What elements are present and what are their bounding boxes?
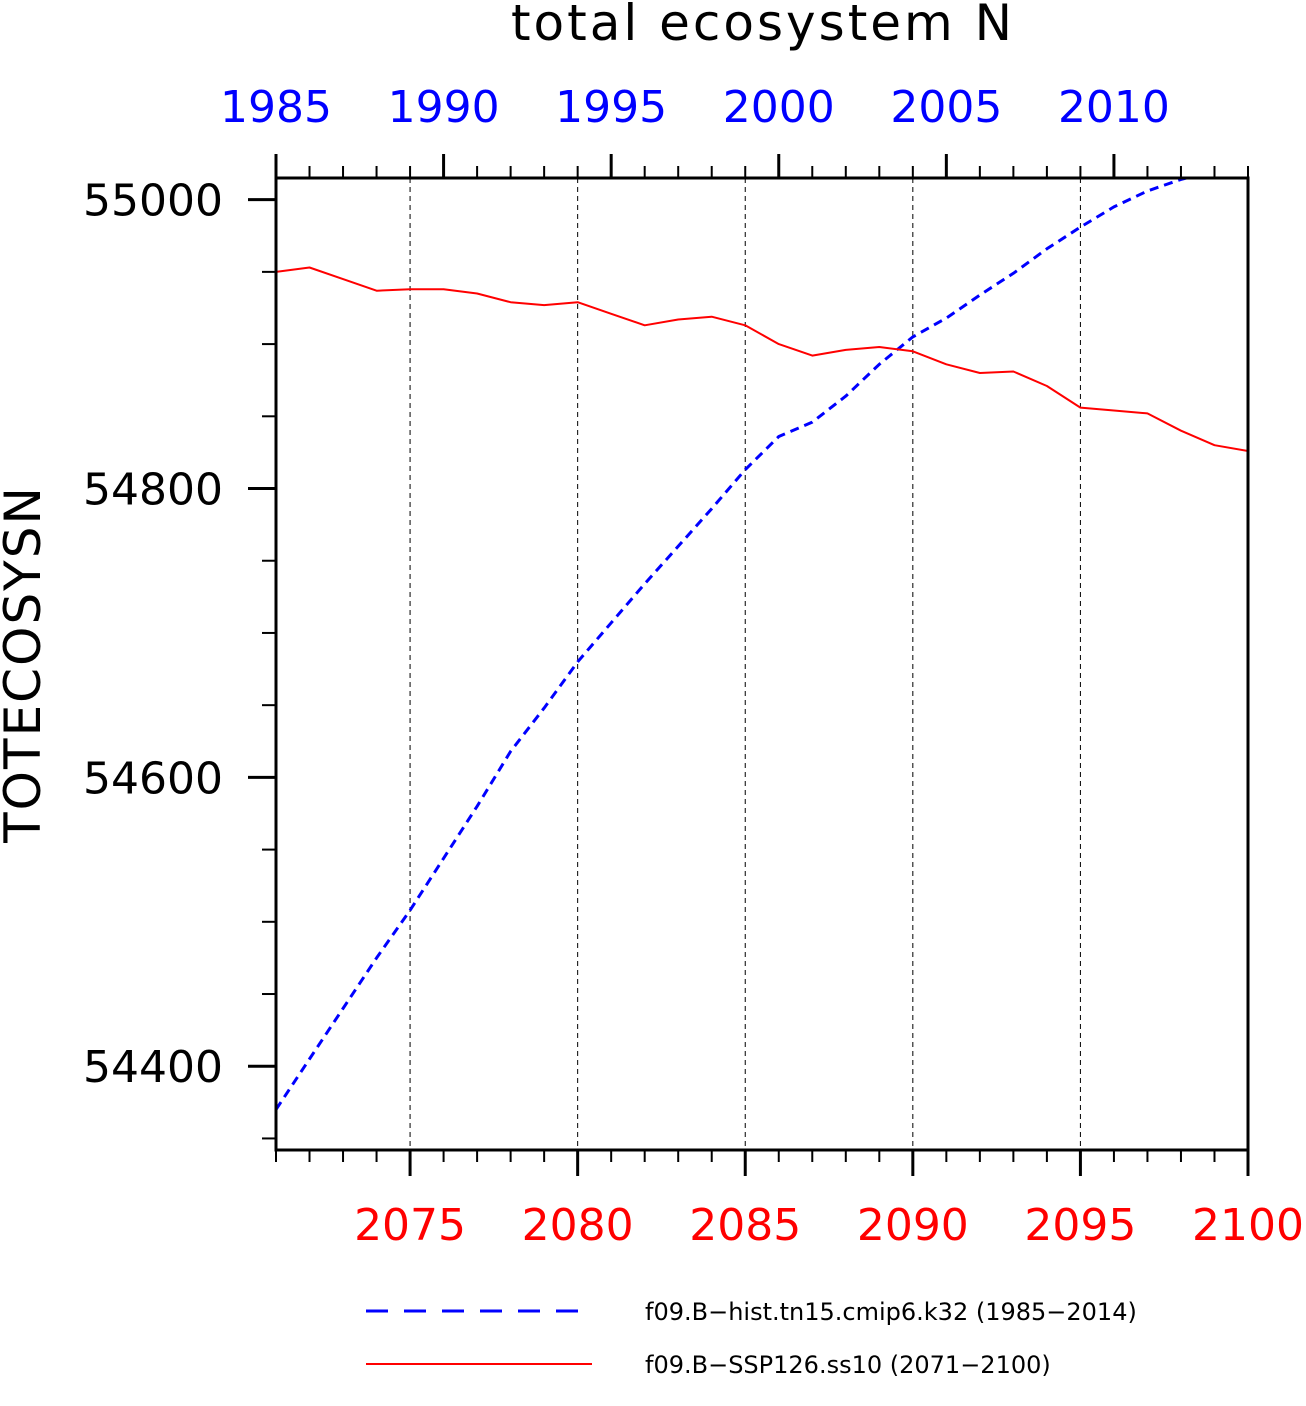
y-axis-label: TOTECOSYSN: [0, 485, 52, 844]
top-tick-label: 2010: [1058, 82, 1170, 133]
legend: f09.B−hist.tn15.cmip6.k32 (1985−2014) f0…: [366, 1298, 1137, 1379]
top-axis-ticks: [274, 154, 1249, 178]
series-line-1: [276, 266, 1248, 452]
bottom-tick-label: 2095: [1024, 1200, 1136, 1251]
top-tick-label: 2000: [723, 82, 835, 133]
plot-frame: [274, 176, 1250, 1152]
top-tick-label: 1990: [388, 82, 500, 133]
bottom-tick-label: 2080: [522, 1200, 634, 1251]
y-tick-label: 55000: [83, 176, 223, 227]
y-tick-label: 54800: [83, 465, 223, 516]
bottom-tick-label: 2075: [354, 1200, 466, 1251]
y-tick-label: 54600: [83, 753, 223, 804]
series-layer: [276, 178, 1248, 1111]
bottom-tick-label: 2090: [857, 1200, 969, 1251]
grid-lines: [409, 178, 1081, 1150]
bottom-axis-ticks: [275, 1150, 1250, 1176]
bottom-tick-label: 2100: [1192, 1200, 1304, 1251]
top-tick-label: 2005: [890, 82, 1002, 133]
y-axis-ticks: [248, 198, 276, 1140]
series-line-0: [276, 178, 1193, 1111]
bottom-tick-label: 2085: [689, 1200, 801, 1251]
top-tick-label: 1995: [555, 82, 667, 133]
bottom-axis-tick-labels: 2075 2080 2085 2090 2095 2100: [354, 1200, 1304, 1251]
legend-label-ssp: f09.B−SSP126.ss10 (2071−2100): [645, 1351, 1051, 1379]
top-tick-label: 1985: [220, 82, 332, 133]
y-tick-label: 54400: [83, 1042, 223, 1093]
legend-label-hist: f09.B−hist.tn15.cmip6.k32 (1985−2014): [645, 1298, 1137, 1326]
chart-title: total ecosystem N: [511, 0, 1015, 52]
top-axis-tick-labels: 1985 1990 1995 2000 2005 2010: [220, 82, 1170, 133]
y-axis-tick-labels: 54400 54600 54800 55000: [83, 176, 223, 1094]
